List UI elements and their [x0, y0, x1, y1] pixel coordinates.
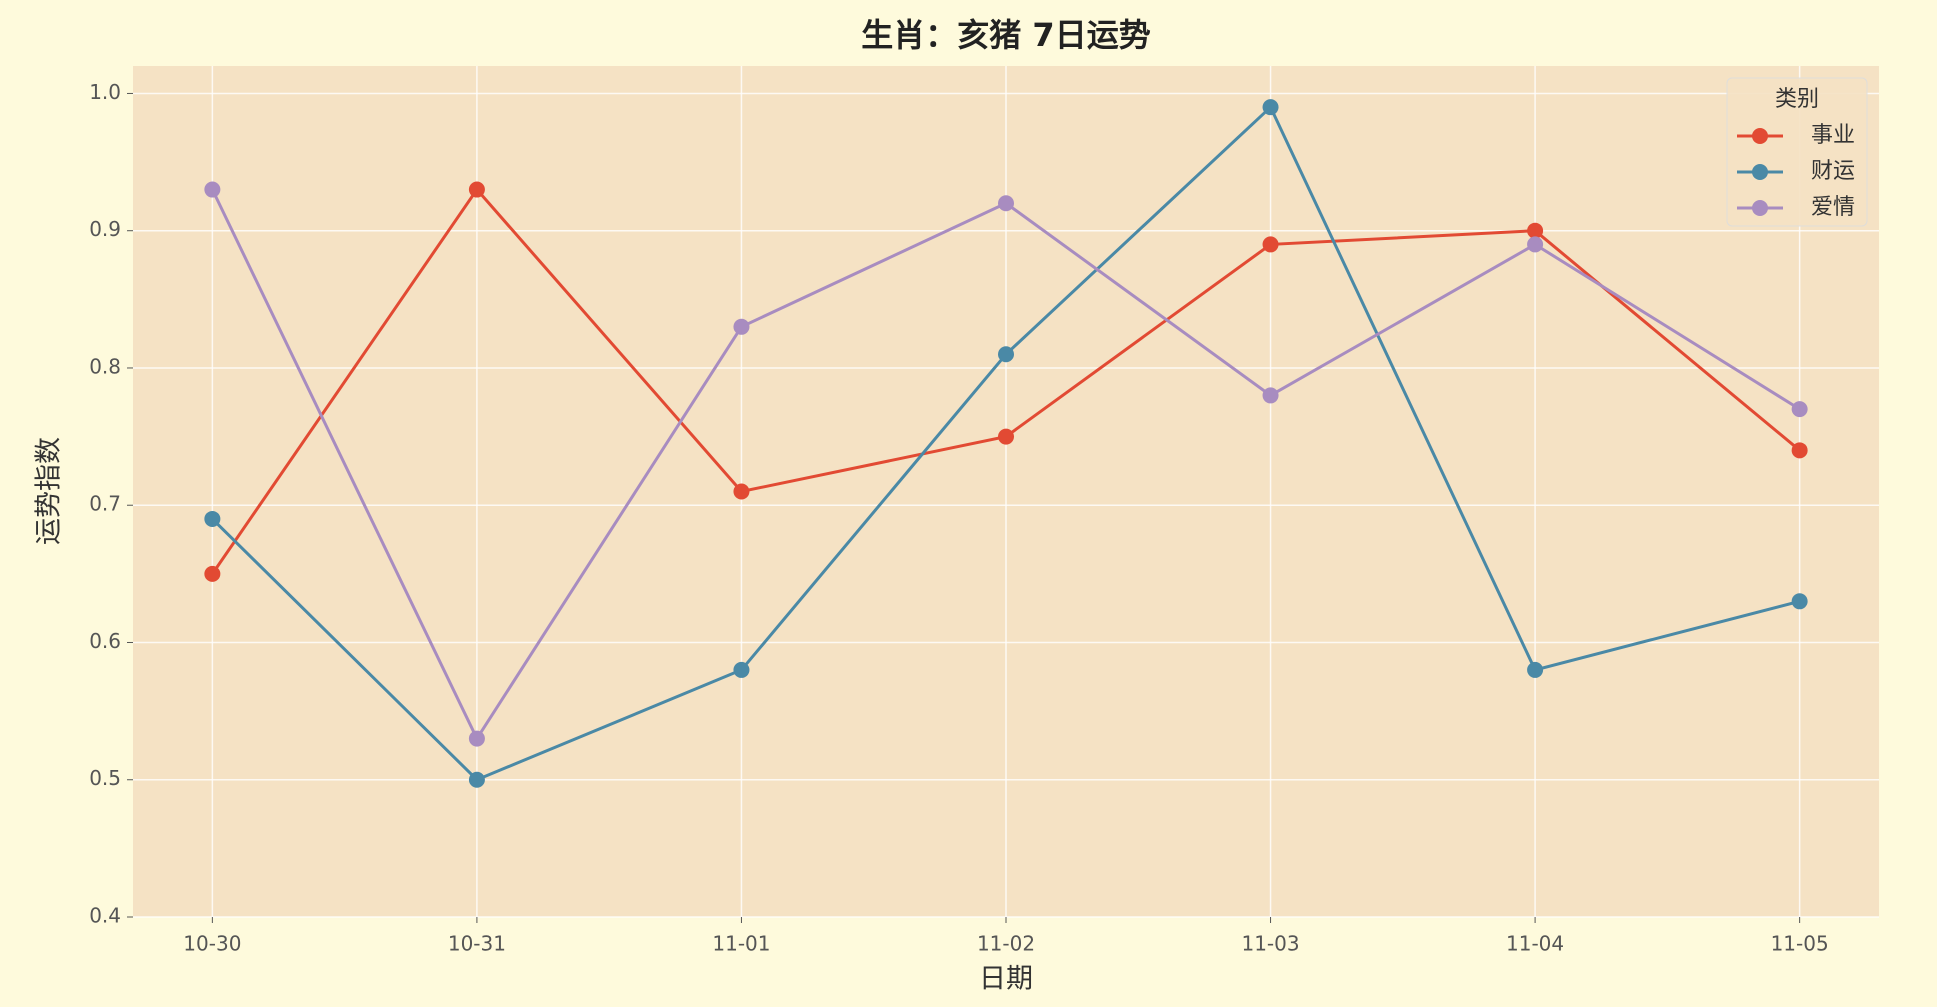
- point: [733, 318, 750, 335]
- x-tick-label: 11-01: [712, 932, 770, 956]
- point: [1262, 387, 1279, 404]
- y-tick-label: 0.4: [89, 904, 121, 928]
- point: [1791, 593, 1808, 610]
- y-tick-label: 0.5: [89, 766, 121, 790]
- legend-marker: [1752, 200, 1768, 216]
- point: [468, 730, 485, 747]
- point: [733, 661, 750, 678]
- chart-title: 生肖：亥猪 7日运势: [861, 16, 1150, 54]
- legend-label: 财运: [1811, 159, 1855, 184]
- point: [1262, 99, 1279, 116]
- x-tick-label: 10-31: [448, 932, 506, 956]
- y-tick-label: 0.9: [89, 217, 121, 241]
- point: [1527, 236, 1544, 253]
- legend-title: 类别: [1775, 87, 1819, 112]
- x-tick-label: 11-03: [1241, 932, 1299, 956]
- legend-marker: [1752, 164, 1768, 180]
- point: [1791, 442, 1808, 459]
- y-tick-label: 0.6: [89, 629, 121, 653]
- legend-label: 爱情: [1811, 195, 1855, 220]
- point: [733, 483, 750, 500]
- point: [998, 428, 1014, 445]
- point: [1791, 401, 1808, 418]
- y-tick-label: 0.7: [89, 492, 121, 516]
- x-tick-label: 11-04: [1506, 932, 1564, 956]
- point: [1527, 661, 1544, 678]
- point: [998, 195, 1014, 212]
- point: [998, 346, 1014, 363]
- point: [468, 771, 485, 788]
- x-tick-label: 11-05: [1771, 932, 1829, 956]
- point: [204, 510, 221, 527]
- x-axis-label: 日期: [979, 964, 1033, 995]
- point: [1527, 222, 1544, 239]
- y-tick-label: 1.0: [89, 80, 121, 104]
- y-tick-label: 0.8: [89, 354, 121, 378]
- x-tick-label: 11-02: [977, 932, 1035, 956]
- legend-marker: [1752, 128, 1768, 144]
- marks: [204, 99, 1808, 788]
- point: [204, 565, 221, 582]
- x-tick-label: 10-30: [183, 932, 241, 956]
- point: [1262, 236, 1279, 253]
- point: [204, 181, 221, 198]
- y-axis-label: 运势指数: [34, 437, 65, 545]
- legend-label: 事业: [1811, 123, 1855, 148]
- legend-box: [1726, 77, 1868, 227]
- point: [468, 181, 485, 198]
